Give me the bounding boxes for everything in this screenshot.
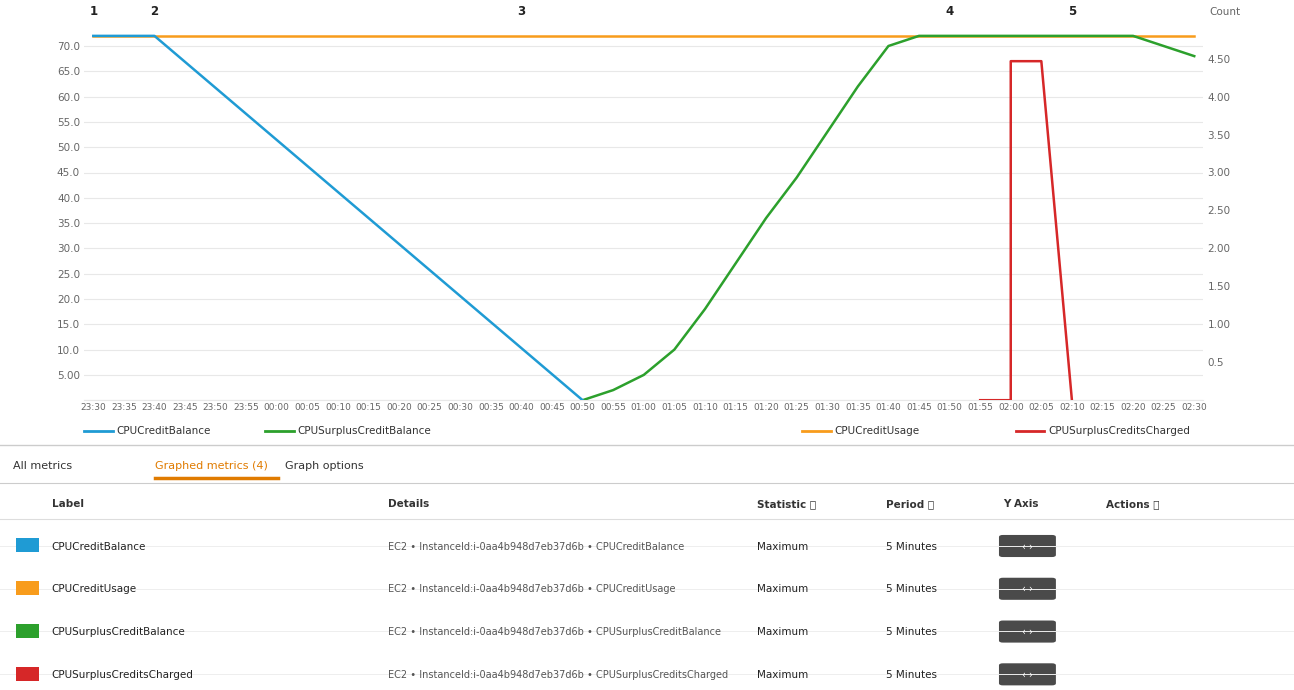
Text: Graphed metrics (4): Graphed metrics (4) (155, 461, 268, 471)
Text: Graph options: Graph options (285, 461, 364, 471)
Text: CPUCreditUsage: CPUCreditUsage (835, 426, 920, 436)
Text: Count: Count (1209, 7, 1240, 17)
Text: ‹ ›: ‹ › (1022, 627, 1033, 638)
Text: CPUCreditBalance: CPUCreditBalance (52, 542, 146, 552)
Text: Maximum: Maximum (757, 542, 809, 552)
Text: CPUCreditBalance: CPUCreditBalance (116, 426, 211, 436)
Text: Statistic ⓘ: Statistic ⓘ (757, 499, 817, 509)
Text: EC2 • InstanceId:i-0aa4b948d7eb37d6b • CPUCreditBalance: EC2 • InstanceId:i-0aa4b948d7eb37d6b • C… (388, 542, 685, 552)
Text: CPUSurplusCreditBalance: CPUSurplusCreditBalance (298, 426, 431, 436)
Text: All metrics: All metrics (13, 461, 72, 471)
Text: EC2 • InstanceId:i-0aa4b948d7eb37d6b • CPUSurplusCreditBalance: EC2 • InstanceId:i-0aa4b948d7eb37d6b • C… (388, 627, 721, 638)
Text: 5 Minutes: 5 Minutes (886, 670, 937, 680)
Text: Actions ⓘ: Actions ⓘ (1106, 499, 1159, 509)
Text: 1: 1 (89, 5, 97, 18)
Text: Y Axis: Y Axis (1003, 499, 1038, 509)
Text: ‹ ›: ‹ › (1022, 584, 1033, 595)
Text: 5 Minutes: 5 Minutes (886, 627, 937, 638)
Text: 3: 3 (518, 5, 525, 18)
Text: 5 Minutes: 5 Minutes (886, 542, 937, 552)
Text: 4: 4 (946, 5, 954, 18)
Text: EC2 • InstanceId:i-0aa4b948d7eb37d6b • CPUCreditUsage: EC2 • InstanceId:i-0aa4b948d7eb37d6b • C… (388, 584, 675, 595)
Text: Label: Label (52, 499, 84, 509)
Text: Period ⓘ: Period ⓘ (886, 499, 934, 509)
Text: Details: Details (388, 499, 430, 509)
Text: Maximum: Maximum (757, 584, 809, 595)
Text: Maximum: Maximum (757, 627, 809, 638)
Text: 5 Minutes: 5 Minutes (886, 584, 937, 595)
Text: CPUSurplusCreditBalance: CPUSurplusCreditBalance (52, 627, 185, 638)
Text: 2: 2 (150, 5, 158, 18)
Text: CPUSurplusCreditsCharged: CPUSurplusCreditsCharged (52, 670, 194, 680)
Text: EC2 • InstanceId:i-0aa4b948d7eb37d6b • CPUSurplusCreditsCharged: EC2 • InstanceId:i-0aa4b948d7eb37d6b • C… (388, 670, 729, 680)
Text: 5: 5 (1068, 5, 1077, 18)
Text: ‹ ›: ‹ › (1022, 670, 1033, 680)
Text: Maximum: Maximum (757, 670, 809, 680)
Text: CPUSurplusCreditsCharged: CPUSurplusCreditsCharged (1048, 426, 1190, 436)
Text: ‹ ›: ‹ › (1022, 542, 1033, 552)
Text: CPUCreditUsage: CPUCreditUsage (52, 584, 137, 595)
